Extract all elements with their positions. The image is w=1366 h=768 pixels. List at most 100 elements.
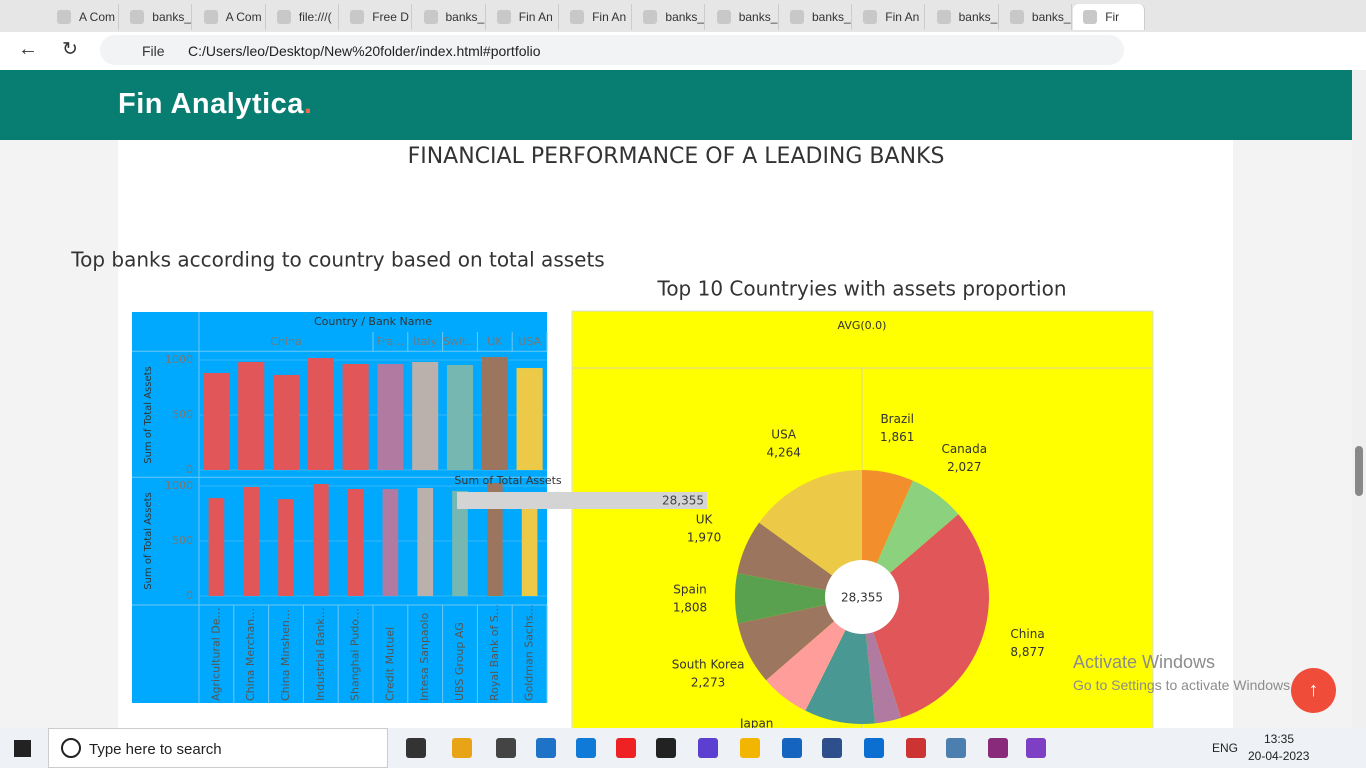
bar	[481, 357, 508, 470]
bar	[486, 483, 503, 596]
slice-label: Spain	[673, 582, 707, 596]
tab-icon	[57, 10, 71, 24]
browser-tab[interactable]: Fin An	[560, 4, 633, 30]
scrollbar	[1352, 70, 1366, 728]
country-label: UK	[487, 335, 503, 348]
chart-header: AVG(0.0)	[838, 319, 887, 332]
slice-value: 1,808	[673, 600, 707, 614]
tab-icon	[570, 10, 585, 24]
bar	[243, 486, 260, 596]
taskbar-icon[interactable]	[822, 738, 842, 758]
clock-time[interactable]: 13:35	[1264, 732, 1295, 746]
tab-icon	[276, 10, 291, 24]
bar	[307, 358, 334, 470]
browser-tab[interactable]: banks_	[633, 4, 706, 30]
taskbar-icon[interactable]	[1026, 738, 1046, 758]
browser-tab[interactable]: banks_	[707, 4, 779, 30]
y-axis-label: Sum of Total Assets	[143, 492, 154, 590]
browser-tab[interactable]: Fin An	[487, 4, 559, 30]
taskbar-icon[interactable]	[782, 738, 802, 758]
browser-tab[interactable]: Fir	[1073, 4, 1146, 30]
taskbar-icon[interactable]	[656, 738, 676, 758]
browser-tab[interactable]: banks_	[120, 4, 193, 30]
pie-slice	[766, 597, 862, 711]
tab-icon	[130, 10, 145, 24]
taskbar-icon[interactable]	[906, 738, 926, 758]
language[interactable]: ENG	[1212, 741, 1239, 755]
bar	[278, 499, 294, 596]
y-axis-label: Sum of Total Assets	[143, 366, 154, 464]
browser-tab[interactable]: Free D	[340, 4, 413, 30]
bar	[516, 368, 543, 470]
bar	[377, 363, 404, 470]
tab-icon	[1083, 10, 1098, 24]
bar	[446, 364, 474, 470]
bar	[238, 361, 265, 470]
x-tick-label: Goldman Sachs…	[523, 604, 536, 701]
x-tick-label: Credit Mutuel	[383, 627, 396, 701]
browser-tab[interactable]: banks_	[1000, 4, 1072, 30]
bar	[452, 490, 468, 596]
bar	[312, 484, 329, 596]
x-tick-label: Agricultural De…	[209, 608, 222, 702]
tab-icon	[936, 10, 951, 24]
browser-tab[interactable]: A Com	[47, 4, 119, 30]
bar	[521, 494, 538, 596]
x-tick-label: Intesa Sanpaolo	[418, 613, 431, 701]
browser-tab[interactable]: A Com	[194, 4, 266, 30]
country-label: Swit…	[443, 335, 477, 348]
omnibox[interactable]: File C:/Users/leo/Desktop/New%20folder/i…	[100, 35, 1124, 65]
pie-slice	[862, 480, 959, 597]
taskbar-icon[interactable]	[946, 738, 966, 758]
country-label: USA	[518, 335, 541, 348]
tab-icon	[203, 10, 218, 24]
donut-hole	[825, 560, 899, 634]
watermark: Activate Windows Go to Settings to activa…	[1073, 652, 1294, 693]
browser-tab[interactable]: file:///(	[267, 4, 339, 30]
pie-slice	[735, 573, 862, 624]
bar	[208, 498, 225, 596]
taskbar-icon[interactable]	[576, 738, 596, 758]
taskbar-icon[interactable]	[988, 738, 1008, 758]
address-prefix: File	[142, 43, 165, 59]
taskbar-icon[interactable]	[536, 738, 556, 758]
y-tick-label: 500	[172, 534, 193, 547]
slice-label: Canada	[941, 442, 987, 456]
back-to-top[interactable]: ↑	[1291, 668, 1336, 713]
reload-button[interactable]: ↻	[62, 39, 78, 60]
browser-tab[interactable]: banks_	[927, 4, 999, 30]
taskbar-icon[interactable]	[452, 738, 472, 758]
search-box[interactable]: Type here to search	[48, 728, 388, 768]
browser-tab[interactable]: banks_	[780, 4, 852, 30]
start-button[interactable]	[14, 740, 31, 757]
country-label: Italy	[413, 335, 437, 348]
tab-icon	[496, 10, 511, 24]
taskbar-icon[interactable]	[406, 738, 426, 758]
pie-slice	[759, 470, 862, 597]
brand[interactable]: Fin Analytica.	[118, 88, 312, 121]
watermark-title: Activate Windows	[1073, 652, 1216, 672]
x-tick-label: China Minshen…	[279, 609, 292, 701]
clock-date[interactable]: 20-04-2023	[1248, 749, 1310, 763]
watermark-subtitle: Go to Settings to activate Windows.	[1073, 677, 1294, 693]
pie-slice	[737, 597, 862, 681]
taskbar-icon[interactable]	[740, 738, 760, 758]
back-button[interactable]: ←	[18, 38, 38, 60]
tooltip-value: 28,355	[662, 494, 704, 508]
tab-icon	[350, 10, 365, 24]
browser-tab[interactable]: banks_	[414, 4, 486, 30]
y-tick-label: 0	[186, 463, 193, 476]
browser-tab[interactable]: Fin An	[853, 4, 926, 30]
bar	[382, 488, 399, 596]
taskbar-icon[interactable]	[616, 738, 636, 758]
tooltip-bar	[457, 492, 707, 509]
pie-slice	[862, 514, 990, 718]
scroll-thumb[interactable]	[1355, 446, 1363, 496]
taskbar-icon[interactable]	[698, 738, 718, 758]
tooltip-label: Sum of Total Assets	[454, 474, 562, 487]
taskbar-icon[interactable]	[864, 738, 884, 758]
y-tick-label: 1000	[165, 479, 193, 492]
taskbar-icon[interactable]	[496, 738, 516, 758]
slice-label: Japan	[739, 716, 773, 730]
